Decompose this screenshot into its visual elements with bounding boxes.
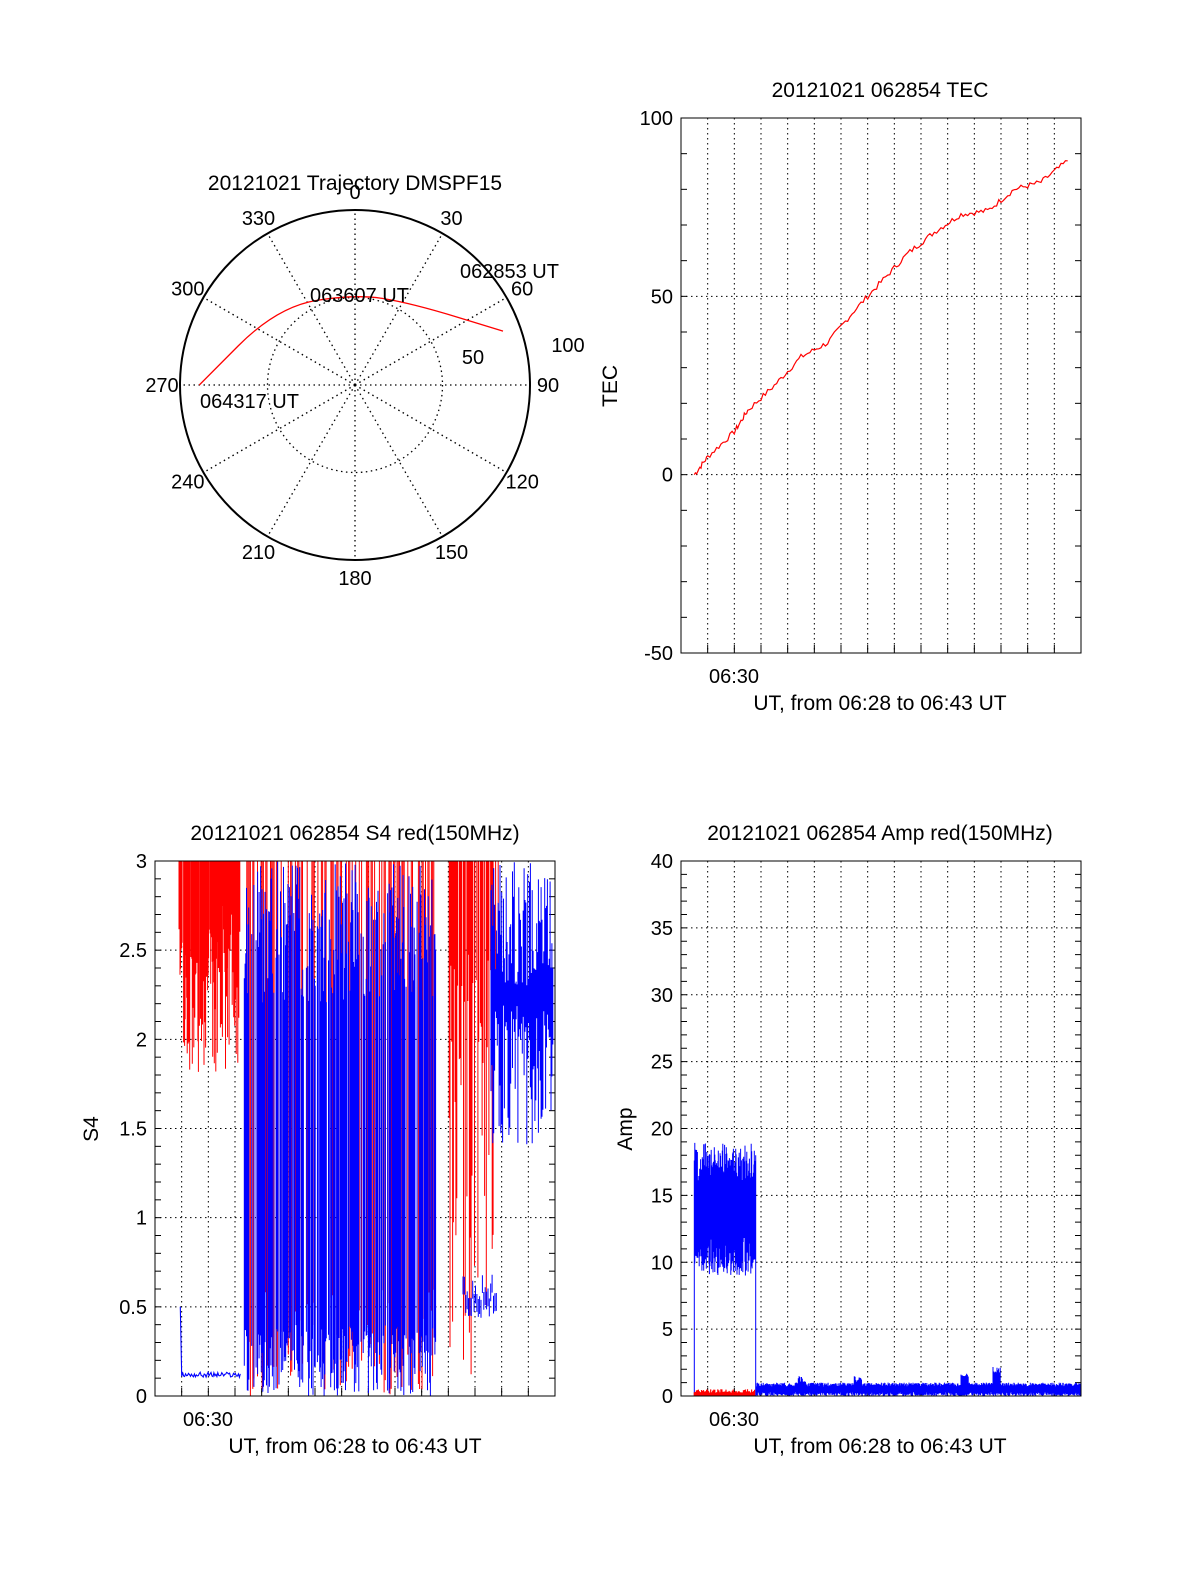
y-tick-label-0: 0: [136, 1386, 147, 1408]
y-tick-label-35: 35: [651, 918, 673, 940]
polar-spoke-300: [203, 296, 356, 386]
amp-x-axis-label: UT, from 06:28 to 06:43 UT: [753, 1435, 1006, 1458]
polar-spoke-240: [203, 384, 356, 474]
polar-spoke-150: [354, 384, 444, 537]
polar-azimuth-label-150: 150: [435, 542, 468, 564]
y-tick-label-10: 10: [651, 1252, 673, 1274]
polar-azimuth-label-60: 60: [511, 279, 533, 301]
y-tick-label-100: 100: [640, 108, 673, 130]
polar-azimuth-label-240: 240: [171, 472, 204, 494]
polar-trajectory-plot: 20121021 Trajectory DMSPF15 0 30 60 90 120 15…: [145, 172, 584, 590]
polar-azimuth-label-90: 90: [537, 375, 559, 397]
s4-blue-spikes: [243, 861, 554, 1396]
polar-spoke-330: [266, 233, 356, 386]
y-tick-label-0.5: 0.5: [119, 1297, 147, 1319]
polar-spoke-210: [266, 384, 356, 537]
tec-title: 20121021 062854 TEC: [772, 79, 989, 102]
polar-azimuth-label-270: 270: [145, 375, 178, 397]
amp-title: 20121021 062854 Amp red(150MHz): [707, 822, 1053, 845]
amp-grid: [681, 860, 1081, 1397]
tec-x-tick-0630: 06:30: [709, 666, 759, 688]
trajectory-label-mid: 063607 UT: [310, 285, 409, 307]
s4-blue-series: [179, 861, 554, 1396]
trajectory-label-start: 062853 UT: [460, 261, 559, 283]
y-tick-label--50: -50: [644, 643, 673, 665]
polar-radial-tick-50: 50: [462, 347, 484, 369]
amp-red-series: [693, 1389, 756, 1396]
tec-x-axis-label: UT, from 06:28 to 06:43 UT: [753, 692, 1006, 715]
polar-azimuth-label-300: 300: [171, 279, 204, 301]
s4-blue-baseline: [179, 1306, 241, 1380]
polar-spoke-30: [354, 233, 444, 386]
polar-azimuth-label-210: 210: [242, 542, 275, 564]
tec-plot: 20121021 062854 TEC -50 0 50 100 06:30 UT, …: [599, 79, 1082, 715]
tec-series-line: [693, 160, 1068, 476]
polar-radial-tick-100: 100: [551, 335, 584, 357]
polar-azimuth-label-330: 330: [242, 208, 275, 230]
s4-x-axis-label: UT, from 06:28 to 06:43 UT: [228, 1435, 481, 1458]
polar-azimuth-label-120: 120: [505, 472, 538, 494]
polar-title: 20121021 Trajectory DMSPF15: [208, 172, 502, 195]
trajectory-line: [198, 296, 504, 386]
y-tick-label-2.5: 2.5: [119, 940, 147, 962]
y-tick-label-15: 15: [651, 1185, 673, 1207]
polar-azimuth-label-30: 30: [440, 208, 462, 230]
y-tick-label-0: 0: [662, 1386, 673, 1408]
amp-plot: 20121021 062854 Amp red(150MHz) 0 5 10 15 20…: [614, 822, 1082, 1458]
polar-azimuth-label-180: 180: [338, 568, 371, 590]
amp-series: [693, 1142, 1082, 1396]
tec-grid: [681, 117, 1081, 654]
y-tick-label-1: 1: [136, 1208, 147, 1230]
polar-azimuth-label-0: 0: [349, 182, 360, 204]
s4-title: 20121021 062854 S4 red(150MHz): [190, 822, 519, 845]
y-tick-label-5: 5: [662, 1319, 673, 1341]
amp-y-tick-labels: 0 5 10 15 20 25 30 35 40: [651, 851, 673, 1408]
amp-blue-series: [693, 1142, 1082, 1396]
y-tick-label-2: 2: [136, 1029, 147, 1051]
tec-y-tick-labels: -50 0 50 100: [640, 108, 673, 665]
y-tick-label-3: 3: [136, 851, 147, 873]
s4-plot-frame: [154, 860, 556, 1397]
y-tick-label-50: 50: [651, 286, 673, 308]
y-tick-label-1.5: 1.5: [119, 1119, 147, 1141]
polar-ring-50: [266, 296, 444, 474]
y-tick-label-20: 20: [651, 1119, 673, 1141]
tec-y-axis-label: TEC: [599, 365, 622, 407]
y-tick-label-25: 25: [651, 1052, 673, 1074]
polar-azimuth-labels: 0 30 60 90 120 150 180 210 240 270 300 330: [145, 182, 559, 590]
polar-spoke-120: [354, 384, 507, 474]
y-tick-label-0: 0: [662, 465, 673, 487]
s4-x-tick-0630: 06:30: [183, 1409, 233, 1431]
amp-y-axis-label: Amp: [614, 1107, 637, 1150]
trajectory-label-end: 064317 UT: [200, 391, 299, 413]
amp-x-tick-0630: 06:30: [709, 1409, 759, 1431]
polar-outer-circle: [179, 209, 531, 561]
amp-plot-frame: [680, 860, 1082, 1397]
s4-y-axis-label: S4: [80, 1116, 103, 1142]
s4-plot: 20121021 062854 S4 red(150MHz) 0 0.5 1 1.5 2…: [80, 822, 556, 1458]
y-tick-label-40: 40: [651, 851, 673, 873]
polar-grid: [180, 210, 530, 560]
polar-spoke-60: [354, 296, 507, 386]
y-tick-label-30: 30: [651, 985, 673, 1007]
s4-y-tick-labels: 0 0.5 1 1.5 2 2.5 3: [119, 851, 147, 1408]
tec-plot-frame: [680, 117, 1082, 654]
